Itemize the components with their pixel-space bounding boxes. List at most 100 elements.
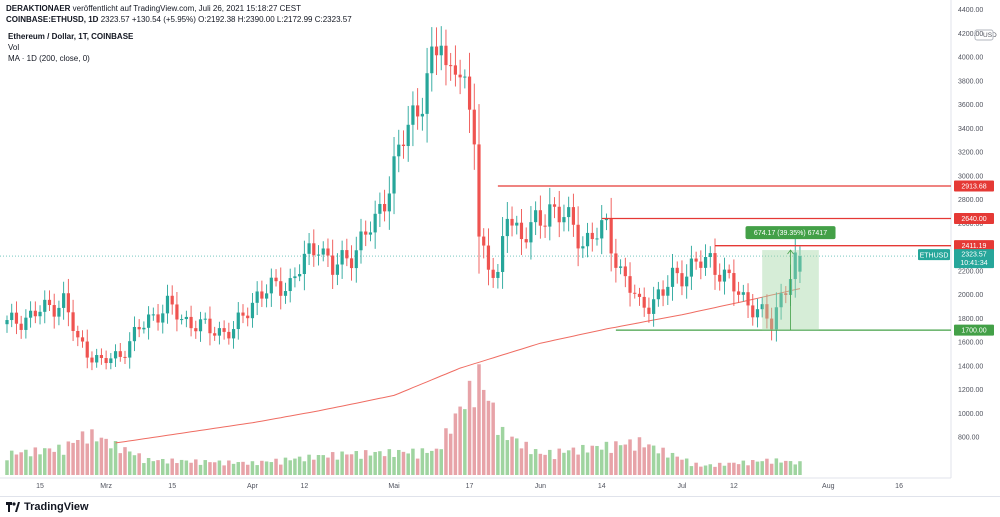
- x-tick-label: Mai: [388, 483, 400, 490]
- candle-body: [798, 256, 802, 272]
- candle-body: [231, 329, 236, 339]
- candle-body: [76, 331, 80, 338]
- volume-bar: [184, 460, 189, 475]
- volume-bar: [297, 456, 302, 475]
- candle-body: [779, 293, 783, 308]
- y-tick-label: 2000.00: [958, 292, 983, 299]
- candle-body: [43, 299, 47, 312]
- candle-body: [567, 207, 571, 218]
- candle-body: [90, 357, 94, 363]
- volume-bar: [66, 441, 71, 475]
- volume-bar: [208, 462, 212, 475]
- candle-body: [491, 269, 495, 278]
- y-tick-label: 3800.00: [958, 78, 983, 85]
- candle-body: [722, 269, 727, 282]
- volume-bar: [113, 441, 118, 475]
- volume-bar: [703, 465, 708, 475]
- candle-body: [52, 305, 56, 317]
- candle-body: [670, 267, 675, 287]
- candle-body: [699, 261, 703, 268]
- volume-bar: [104, 438, 108, 475]
- candle-body: [458, 74, 462, 78]
- volume-bar: [316, 455, 321, 475]
- candle-body: [66, 293, 70, 313]
- candle-body: [147, 314, 151, 328]
- candle-body: [519, 222, 524, 240]
- volume-bar: [557, 448, 561, 475]
- x-tick-label: 17: [466, 483, 474, 490]
- candle-body: [515, 222, 519, 226]
- volume-bar: [378, 451, 382, 475]
- author-name[interactable]: DERAKTIONAER: [6, 4, 71, 13]
- candle-body: [161, 313, 165, 323]
- volume-bar: [585, 452, 590, 475]
- candle-body: [770, 318, 774, 330]
- high-label: H:: [237, 15, 246, 24]
- candle-body: [392, 156, 396, 194]
- volume-bar: [24, 449, 28, 475]
- candle-body: [71, 312, 75, 332]
- x-tick-label: Jun: [535, 483, 546, 490]
- volume-bar: [127, 451, 132, 475]
- candle-body: [543, 225, 547, 227]
- y-tick-label: 1200.00: [958, 387, 983, 394]
- volume-bar: [430, 450, 434, 475]
- candle-body: [774, 307, 778, 330]
- volume-bar: [52, 451, 56, 475]
- candle-body: [354, 250, 358, 269]
- volume-bar: [212, 462, 217, 475]
- volume-bar: [85, 443, 89, 475]
- volume-bar: [760, 461, 764, 475]
- candle-body: [600, 220, 604, 239]
- candle-body: [128, 341, 132, 358]
- volume-bar: [581, 444, 585, 475]
- volume-legend[interactable]: Vol: [8, 43, 20, 52]
- x-tick-label: Apr: [247, 483, 259, 490]
- y-tick-label: 1800.00: [958, 316, 983, 323]
- volume-bar: [335, 459, 340, 475]
- volume-bar: [694, 462, 698, 475]
- candle-body: [198, 319, 203, 332]
- volume-bar: [595, 445, 599, 475]
- volume-bar: [741, 460, 746, 475]
- candle-body: [642, 296, 646, 308]
- volume-bar: [699, 466, 703, 475]
- ma-legend[interactable]: MA · 1D (200, close, 0): [8, 54, 90, 63]
- candle-body: [623, 266, 627, 277]
- tradingview-brand[interactable]: TradingView: [6, 501, 89, 513]
- open-label: O:: [198, 15, 207, 24]
- candle-body: [713, 253, 717, 275]
- price-chart[interactable]: USD 800.00 1000.00 1200.00 1400.00 1600.00 180…: [0, 0, 1000, 496]
- y-tick-label: 2600.00: [958, 221, 983, 228]
- candle-body: [62, 293, 66, 308]
- volume-bar: [788, 461, 793, 475]
- volume-bar: [458, 406, 462, 475]
- volume-bar: [118, 453, 123, 475]
- price-range-arrowhead: [787, 249, 794, 255]
- candle-body: [467, 76, 472, 110]
- volume-bar: [198, 464, 203, 475]
- header-change: +130.54 (+5.95%): [131, 15, 196, 24]
- volume-bar: [529, 454, 533, 475]
- volume-bar: [727, 462, 731, 475]
- volume-bar: [293, 458, 297, 475]
- volume-bar: [9, 450, 14, 475]
- candle-body: [401, 144, 406, 147]
- volume-bar: [170, 458, 174, 475]
- volume-bar: [609, 452, 613, 475]
- volume-bar: [330, 452, 335, 475]
- candle-body: [269, 277, 273, 294]
- volume-bar: [61, 454, 66, 475]
- x-tick-label: Aug: [822, 483, 835, 490]
- candle-body: [165, 295, 170, 314]
- candle-body: [359, 231, 363, 251]
- volume-bar: [340, 451, 344, 475]
- candle-body: [685, 276, 689, 287]
- candle-body: [732, 273, 736, 292]
- open-value: 2192.38: [206, 15, 236, 24]
- volume-bar: [250, 461, 255, 475]
- candle-body: [180, 319, 184, 321]
- candle-body: [694, 258, 698, 262]
- volume-bar: [713, 466, 717, 475]
- volume-bar: [538, 453, 543, 475]
